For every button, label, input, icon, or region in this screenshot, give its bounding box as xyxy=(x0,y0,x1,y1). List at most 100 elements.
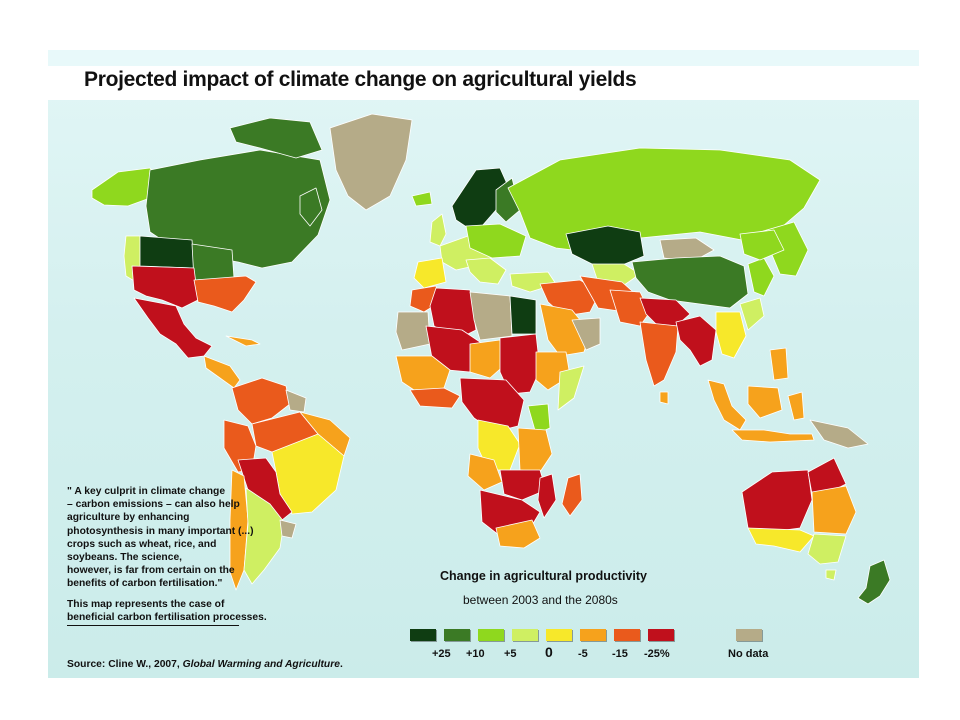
map-note-line: beneficial carbon fertilisation processe… xyxy=(67,611,267,623)
top-band xyxy=(48,50,919,66)
region-usa-north xyxy=(139,235,195,269)
legend-swatch-no-data xyxy=(736,629,762,641)
quote-line: benefits of carbon fertilisation." xyxy=(67,578,223,590)
region-australia-east xyxy=(811,485,857,535)
region-malaysia-sumatra xyxy=(707,379,747,431)
region-argentina xyxy=(243,487,285,585)
region-sulawesi xyxy=(787,391,805,421)
source-prefix: Source: Cline W., 2007, xyxy=(67,659,183,670)
region-egypt xyxy=(509,295,537,335)
region-western-sahara xyxy=(395,311,431,351)
region-vietnam xyxy=(739,297,765,331)
quote-line: soybeans. The science, xyxy=(67,552,183,564)
region-java-timor xyxy=(731,429,815,443)
region-canada xyxy=(145,149,331,269)
legend-title: Change in agricultural productivity xyxy=(440,569,647,583)
region-somalia xyxy=(557,365,585,411)
region-usa-southwest xyxy=(131,265,199,309)
legend-label: -5 xyxy=(578,648,588,660)
region-australia-south xyxy=(747,527,815,553)
world-map xyxy=(91,113,891,605)
region-bangladesh-myanmar xyxy=(675,315,717,367)
page-title: Projected impact of climate change on ag… xyxy=(84,68,637,91)
legend-swatch xyxy=(512,629,538,641)
region-central-europe xyxy=(465,223,527,259)
region-uruguay xyxy=(279,519,297,539)
region-chad xyxy=(469,339,509,379)
map-note-line: This map represents the case of xyxy=(67,598,225,610)
region-colombia-venezuela xyxy=(231,377,291,425)
quote-line: photosynthesis in many important (...) xyxy=(67,525,254,537)
region-greenland xyxy=(329,113,413,211)
region-uk xyxy=(429,213,447,247)
legend-swatch xyxy=(546,629,572,641)
region-north-asia-east xyxy=(739,229,785,261)
region-tasmania xyxy=(825,569,837,581)
region-canada-islands xyxy=(229,117,323,159)
region-sudan xyxy=(499,333,541,395)
quote-block: " A key culprit in climate change – carb… xyxy=(67,485,277,627)
region-usa-central xyxy=(191,243,235,281)
region-usa-southeast xyxy=(193,275,257,313)
region-west-africa-south xyxy=(409,387,461,409)
region-new-guinea xyxy=(809,419,869,449)
region-south-africa xyxy=(495,519,541,549)
region-brazil-east xyxy=(299,411,351,457)
region-caribbean xyxy=(225,335,261,347)
map-note: This map represents the case of benefici… xyxy=(67,598,277,627)
legend-label: +5 xyxy=(504,648,517,660)
region-madagascar xyxy=(561,473,583,517)
legend-swatch xyxy=(478,629,504,641)
region-mongolia xyxy=(659,237,715,263)
legend-label: +10 xyxy=(466,648,485,660)
region-iceland xyxy=(411,191,433,207)
region-mexico xyxy=(133,297,213,359)
quote-line: " A key culprit in climate change xyxy=(67,486,226,497)
map-panel: Projected impact of climate change on ag… xyxy=(48,50,919,678)
source-suffix: . xyxy=(339,659,343,670)
source-title: Global Warming and Agriculture xyxy=(182,659,340,670)
region-australia-north-west xyxy=(741,469,813,533)
note-underline xyxy=(67,625,239,627)
region-central-america xyxy=(203,355,241,389)
legend-swatch xyxy=(444,629,470,641)
legend-subtitle: between 2003 and the 2080s xyxy=(463,593,618,607)
region-mozambique xyxy=(537,473,557,519)
legend-label: -25% xyxy=(644,648,670,660)
region-australia-south-east xyxy=(807,533,847,565)
region-borneo xyxy=(747,385,783,419)
quote-line: agriculture by enhancing xyxy=(67,512,190,524)
region-sri-lanka xyxy=(659,391,669,405)
region-philippines xyxy=(769,347,789,381)
region-chile xyxy=(229,469,249,591)
region-libya xyxy=(469,291,513,341)
region-italy-balkans xyxy=(465,257,507,285)
region-china xyxy=(631,255,749,309)
region-new-zealand xyxy=(857,559,891,605)
region-east-africa xyxy=(517,427,553,473)
region-indochina xyxy=(715,311,747,359)
region-yemen-oman xyxy=(571,317,601,351)
quote-line: – carbon emissions – can also help xyxy=(67,499,240,511)
region-zambia xyxy=(499,469,547,501)
legend-swatch xyxy=(580,629,606,641)
source-citation: Source: Cline W., 2007, Global Warming a… xyxy=(67,659,343,670)
title-bar xyxy=(48,66,919,100)
region-canada-east xyxy=(299,187,323,227)
region-kenya-tanzania xyxy=(527,403,551,435)
legend-label: -15 xyxy=(612,648,628,660)
region-guianas xyxy=(285,389,307,413)
region-korea-japan xyxy=(747,257,775,297)
region-angola xyxy=(467,453,503,491)
quote-line: however, is far from certain on the xyxy=(67,565,235,577)
region-arabia xyxy=(539,303,591,357)
region-iberia xyxy=(413,257,447,289)
legend-swatch xyxy=(410,629,436,641)
quote-line: crops such as wheat, rice, and xyxy=(67,538,217,550)
region-kazakhstan xyxy=(565,225,645,267)
legend-label: 0 xyxy=(545,644,553,660)
legend-swatch xyxy=(614,629,640,641)
legend-swatch xyxy=(648,629,674,641)
region-india xyxy=(639,321,679,387)
legend-label: +25 xyxy=(432,648,451,660)
